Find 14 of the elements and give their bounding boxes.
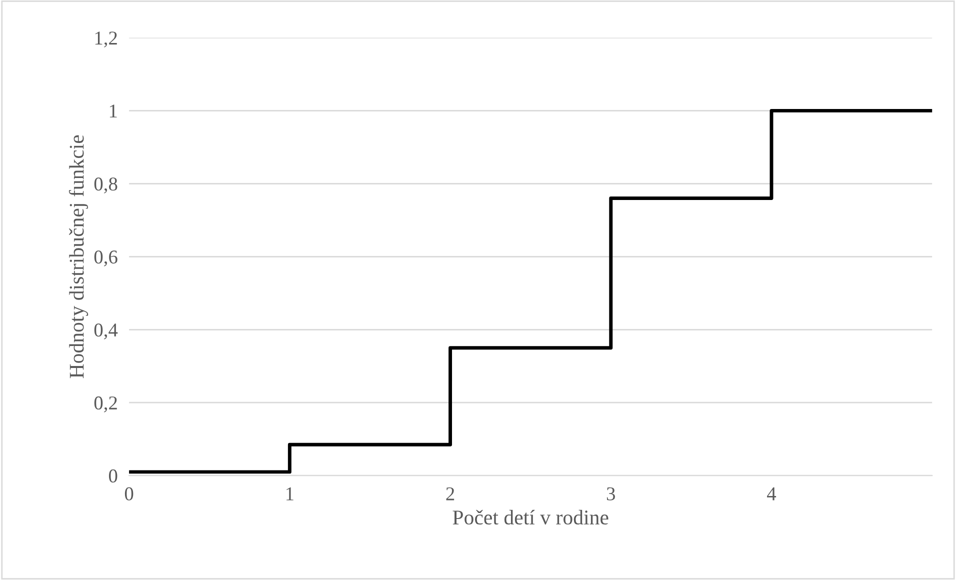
y-axis-title: Hodnoty distribučnej funkcie [68,135,88,378]
y-tick-label: 0,6 [94,250,118,266]
x-tick-label: 4 [767,487,776,500]
x-tick-label: 1 [286,487,294,500]
x-axis-title: Počet detí v rodine [452,510,608,525]
y-tick-label: 1,2 [95,32,117,48]
x-tick-label: 0 [124,487,134,500]
y-tick-label: 1 [110,104,117,118]
y-tick-label: 0,2 [94,396,117,412]
x-tick-label: 3 [606,487,615,500]
y-tick-label: 0,4 [94,323,118,340]
x-tick-label: 2 [446,487,454,500]
y-tick-label: 0,8 [94,177,118,194]
y-tick-label: 0 [108,469,118,483]
